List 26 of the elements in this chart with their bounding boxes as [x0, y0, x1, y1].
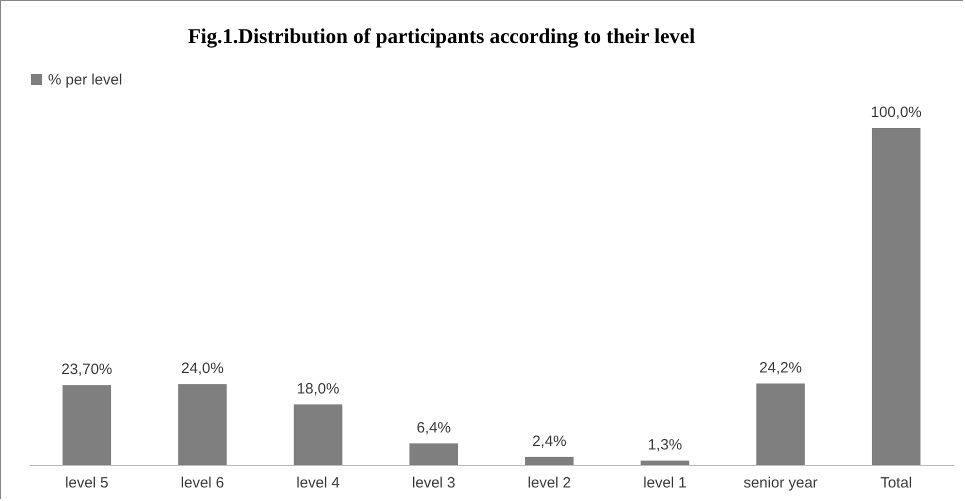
chart-title: Fig.1.Distribution of participants according to their level — [188, 24, 696, 48]
bar — [62, 385, 112, 465]
x-tick-label: level 3 — [412, 474, 456, 492]
bar — [872, 128, 920, 465]
data-label: 23,70% — [61, 361, 112, 378]
bar — [294, 404, 342, 465]
x-tick-label: Total — [880, 474, 912, 492]
bar — [409, 443, 458, 465]
x-tick-label: level 6 — [180, 474, 224, 492]
x-tick-label: level 4 — [296, 474, 340, 492]
data-label: 1,3% — [648, 436, 682, 454]
legend-label: % per level — [48, 72, 122, 88]
data-label: 100,0% — [870, 104, 922, 121]
bar — [640, 460, 690, 465]
data-label: 18,0% — [296, 380, 340, 398]
bar — [756, 383, 805, 465]
data-label: 24,0% — [181, 360, 224, 378]
x-tick-label: level 2 — [528, 474, 571, 492]
data-label: 2,4% — [532, 432, 566, 450]
bar — [525, 456, 574, 465]
bar — [178, 384, 227, 465]
x-tick-label: level 1 — [643, 474, 687, 492]
x-tick-label: senior year — [743, 474, 818, 492]
data-label: 24,2% — [759, 359, 802, 376]
data-label: 6,4% — [416, 419, 451, 436]
x-tick-label: level 5 — [65, 474, 108, 492]
